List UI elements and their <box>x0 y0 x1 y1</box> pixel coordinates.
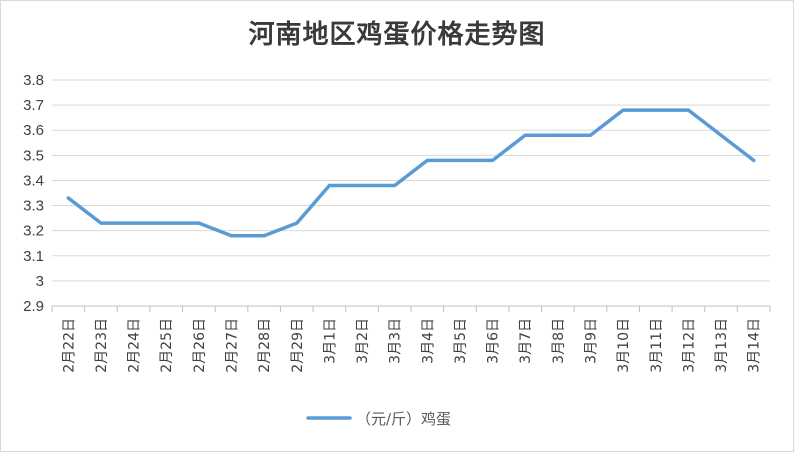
legend: （元/斤）鸡蛋 <box>306 410 451 428</box>
y-tick-label: 2.9 <box>23 298 44 315</box>
gridlines <box>52 79 770 307</box>
data-point <box>523 133 527 137</box>
x-tick-label: 3月13日 <box>714 318 730 373</box>
x-tick-label: 3月14日 <box>747 318 763 373</box>
data-point <box>262 234 266 238</box>
data-point <box>327 183 331 187</box>
data-point <box>132 221 136 225</box>
x-tick-label: 3月9日 <box>584 318 600 364</box>
data-point <box>295 221 299 225</box>
x-tick-label: 2月23日 <box>94 318 110 373</box>
x-tick-label: 3月1日 <box>322 318 338 364</box>
data-point <box>752 158 756 162</box>
x-tick-label: 3月10日 <box>616 318 632 373</box>
x-tick-label: 3月11日 <box>649 318 665 373</box>
data-point <box>360 183 364 187</box>
legend-label: （元/斤）鸡蛋 <box>356 410 451 428</box>
x-tick-label: 2月27日 <box>225 318 241 373</box>
data-point <box>99 221 103 225</box>
data-point <box>589 133 592 137</box>
y-tick-label: 3.1 <box>23 248 44 265</box>
y-tick-label: 3.5 <box>23 147 44 164</box>
data-point <box>491 158 495 162</box>
x-tick-label: 3月7日 <box>518 318 534 364</box>
data-point <box>66 196 70 200</box>
x-tick-label: 2月22日 <box>61 318 77 373</box>
data-point <box>719 133 723 137</box>
y-tick-label: 3.4 <box>23 172 44 189</box>
x-tick-label: 3月5日 <box>453 318 469 364</box>
chart-title: 河南地区鸡蛋价格走势图 <box>248 20 546 50</box>
x-tick-label: 3月6日 <box>486 318 502 364</box>
x-tick-label: 2月29日 <box>290 318 306 373</box>
x-tick-label: 2月25日 <box>159 318 175 373</box>
y-tick-label: 3.3 <box>23 198 44 215</box>
x-tick-label: 3月12日 <box>681 318 697 373</box>
data-point <box>230 234 233 238</box>
data-point <box>197 221 201 225</box>
y-tick-label: 3.6 <box>23 122 44 139</box>
data-point <box>458 158 462 162</box>
y-tick-label: 3.8 <box>23 72 44 89</box>
data-point <box>164 221 168 225</box>
data-point <box>686 108 690 112</box>
x-tick-label: 3月3日 <box>388 318 404 364</box>
x-tick-label: 3月8日 <box>551 318 567 364</box>
x-tick-label: 2月28日 <box>257 318 273 373</box>
x-tick-label: 2月24日 <box>127 318 143 373</box>
data-point <box>654 108 658 112</box>
y-tick-label: 3.2 <box>23 223 44 240</box>
series-lines <box>66 108 756 238</box>
data-point <box>621 108 625 112</box>
y-axis-ticks: 2.9 3 3.1 3.2 3.3 3.4 3.5 3.6 3.7 3.8 <box>23 72 44 315</box>
x-tick-label: 3月4日 <box>420 318 436 364</box>
data-point <box>556 133 560 137</box>
y-tick-label: 3.7 <box>23 97 44 114</box>
x-axis-ticks: 2月22日 2月23日 2月24日 2月25日 2月26日 2月27日 2月28日 2月29日… <box>51 306 771 373</box>
series-line <box>66 108 756 238</box>
data-point <box>425 158 429 162</box>
x-tick-label: 2月26日 <box>192 318 208 373</box>
x-tick-label: 3月2日 <box>355 318 371 364</box>
data-point <box>393 183 397 187</box>
y-tick-label: 3 <box>36 273 44 290</box>
